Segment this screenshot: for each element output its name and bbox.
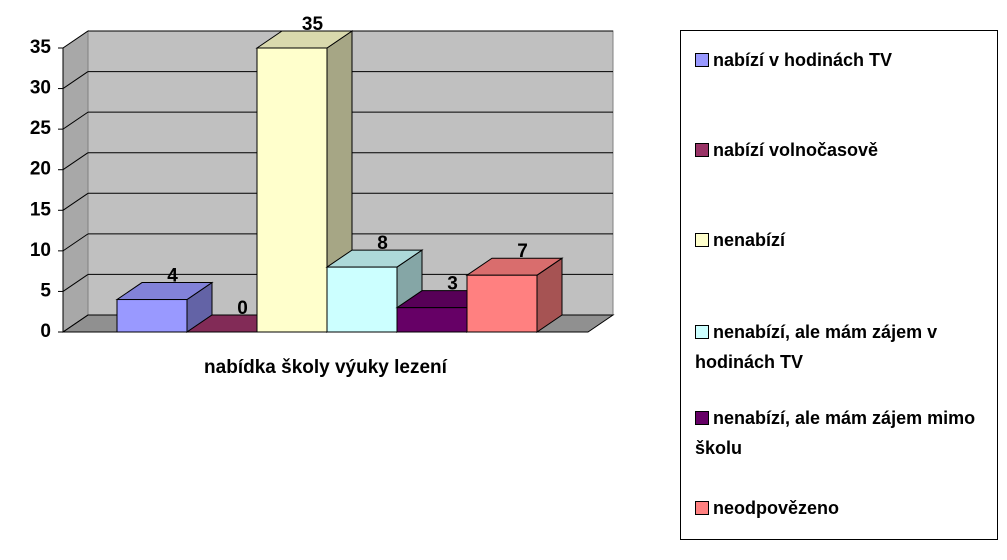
bar-front bbox=[466, 274, 538, 333]
value-label: 4 bbox=[167, 266, 178, 287]
y-tick-label: 35 bbox=[30, 37, 52, 58]
bar-front bbox=[326, 266, 398, 333]
y-tick-label: 25 bbox=[30, 118, 52, 139]
legend-swatch bbox=[695, 143, 709, 157]
bar-front bbox=[256, 47, 328, 333]
legend-swatch bbox=[695, 501, 709, 515]
bar-front bbox=[396, 307, 468, 333]
legend-item: nabízí volnočasově bbox=[695, 135, 995, 165]
legend-item: nenabízí, ale mám zájem mimo školu bbox=[695, 403, 995, 463]
legend-item: nenabízí, ale mám zájem v hodinách TV bbox=[695, 317, 995, 377]
value-label: 0 bbox=[237, 298, 248, 319]
y-tick-label: 5 bbox=[40, 280, 51, 301]
value-label: 7 bbox=[517, 241, 528, 262]
legend-item: nenabízí bbox=[695, 225, 995, 255]
bar bbox=[115, 281, 214, 333]
y-tick-label: 10 bbox=[30, 240, 51, 261]
legend-label: neodpovězeno bbox=[713, 498, 840, 518]
grid-line bbox=[62, 314, 89, 333]
grid-line bbox=[62, 111, 89, 130]
grid-line bbox=[62, 233, 89, 252]
legend-item: nabízí v hodinách TV bbox=[695, 45, 995, 75]
y-tick-label: 15 bbox=[30, 199, 52, 220]
value-label: 8 bbox=[377, 233, 388, 254]
y-tick-label: 30 bbox=[30, 78, 51, 99]
legend-swatch bbox=[695, 233, 709, 247]
legend-item: neodpovězeno bbox=[695, 493, 995, 523]
y-tick-label: 20 bbox=[30, 159, 51, 180]
legend-swatch bbox=[695, 325, 709, 339]
value-label: 35 bbox=[302, 14, 324, 35]
bar bbox=[465, 257, 564, 333]
legend-swatch bbox=[695, 53, 709, 67]
legend-label: nenabízí bbox=[713, 230, 786, 250]
legend-label: nabízí v hodinách TV bbox=[713, 50, 893, 70]
grid-line bbox=[62, 30, 89, 49]
grid-line bbox=[62, 152, 89, 171]
legend-swatch bbox=[695, 411, 709, 425]
legend-label: nenabízí, ale mám zájem v hodinách TV bbox=[695, 322, 938, 372]
legend: nabízí v hodinách TV nabízí volnočasově ne… bbox=[680, 30, 998, 540]
y-tick-label: 0 bbox=[40, 321, 51, 342]
grid-line bbox=[62, 192, 89, 211]
bar-front bbox=[116, 299, 188, 333]
grid-line bbox=[62, 71, 89, 89]
grid-line bbox=[62, 274, 89, 292]
side-wall bbox=[62, 30, 89, 333]
legend-label: nabízí volnočasově bbox=[713, 140, 879, 160]
value-label: 3 bbox=[447, 274, 458, 295]
legend-label: nenabízí, ale mám zájem mimo školu bbox=[695, 408, 976, 458]
x-tick-label: nabídka školy výuky lezení bbox=[204, 357, 448, 378]
